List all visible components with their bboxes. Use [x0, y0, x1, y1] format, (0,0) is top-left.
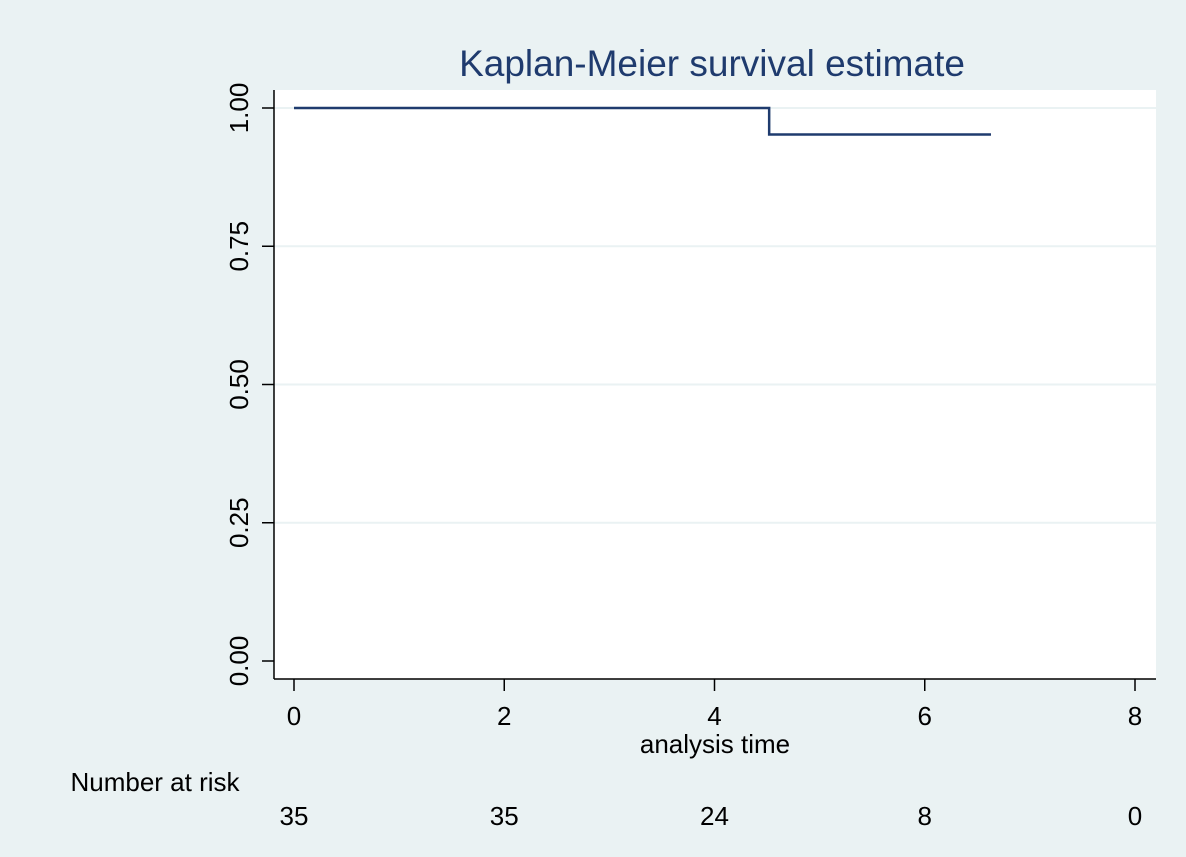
x-tick-label-1: 2 — [497, 701, 511, 731]
risk-count-3: 8 — [918, 801, 932, 831]
survival-curve-0 — [294, 106, 991, 136]
chart-title: Kaplan-Meier survival estimate — [459, 43, 965, 84]
y-axis-ticks: 0.00 0.25 0.50 0.75 1.00 — [224, 83, 274, 687]
risk-count-4: 0 — [1128, 801, 1142, 831]
y-tick-label-1: 0.25 — [224, 497, 254, 548]
y-tick-label-4: 1.00 — [224, 83, 254, 134]
risk-table-counts: 35 35 24 8 0 — [280, 801, 1143, 831]
y-tick-label-0: 0.00 — [224, 636, 254, 687]
x-tick-label-3: 6 — [918, 701, 932, 731]
x-tick-label-2: 4 — [707, 701, 721, 731]
x-tick-label-4: 8 — [1128, 701, 1142, 731]
y-tick-label-2: 0.50 — [224, 359, 254, 410]
x-axis-label: analysis time — [640, 729, 790, 759]
x-tick-label-0: 0 — [287, 701, 301, 731]
risk-count-0: 35 — [280, 801, 309, 831]
risk-count-2: 24 — [700, 801, 729, 831]
x-axis-ticks: 0 2 4 6 8 — [287, 679, 1142, 731]
y-tick-label-3: 0.75 — [224, 221, 254, 272]
risk-count-1: 35 — [490, 801, 519, 831]
series-layer — [294, 106, 991, 136]
risk-table-label: Number at risk — [70, 767, 240, 797]
